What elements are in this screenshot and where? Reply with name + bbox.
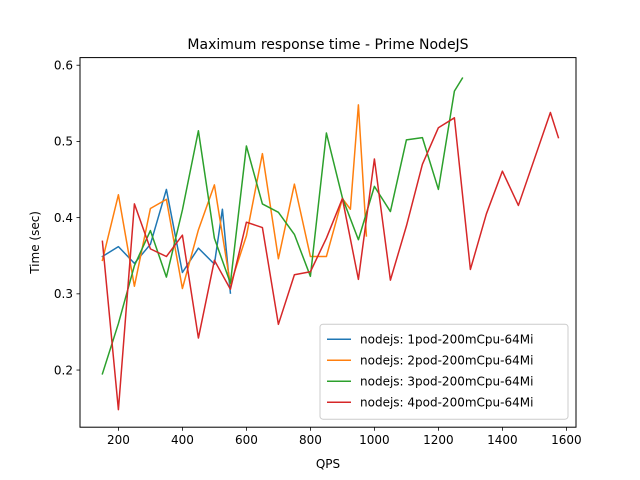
y-tick-label: 0.5 — [54, 135, 73, 149]
x-tick-label: 1400 — [487, 433, 518, 447]
series-line-1 — [101, 188, 232, 294]
plot-area-frame — [79, 57, 577, 428]
x-tick-label: 1600 — [551, 433, 582, 447]
y-tick-label: 0.2 — [54, 363, 73, 377]
legend-label-2: nodejs: 2pod-200mCpu-64Mi — [360, 354, 533, 368]
legend-frame — [319, 323, 569, 420]
x-tick-label: 600 — [235, 433, 258, 447]
x-tick-label: 1000 — [359, 433, 390, 447]
x-tick-label: 1200 — [423, 433, 454, 447]
x-axis-label: QPS — [316, 457, 340, 471]
series-line-3 — [101, 77, 464, 375]
legend: nodejs: 1pod-200mCpu-64Mi nodejs: 2pod-20… — [319, 323, 569, 420]
chart-title: Maximum response time - Prime NodeJS — [187, 37, 468, 53]
legend-label-4: nodejs: 4pod-200mCpu-64Mi — [360, 396, 533, 410]
legend-label-3: nodejs: 3pod-200mCpu-64Mi — [360, 375, 533, 389]
legend-label-1: nodejs: 1pod-200mCpu-64Mi — [360, 333, 533, 347]
y-tick-label: 0.6 — [54, 59, 73, 73]
x-tick-label: 200 — [107, 433, 130, 447]
x-tick-label: 400 — [171, 433, 194, 447]
x-axis-ticks: 200 400 600 800 1000 1200 1400 1600 — [107, 427, 582, 447]
series-line-4 — [101, 111, 560, 411]
y-axis-label: Time (sec) — [28, 211, 42, 275]
y-tick-label: 0.3 — [54, 287, 73, 301]
y-tick-label: 0.4 — [54, 211, 73, 225]
y-axis-ticks: 0.2 0.3 0.4 0.5 0.6 — [54, 59, 80, 377]
x-tick-label: 800 — [299, 433, 322, 447]
series-layer — [101, 77, 560, 411]
